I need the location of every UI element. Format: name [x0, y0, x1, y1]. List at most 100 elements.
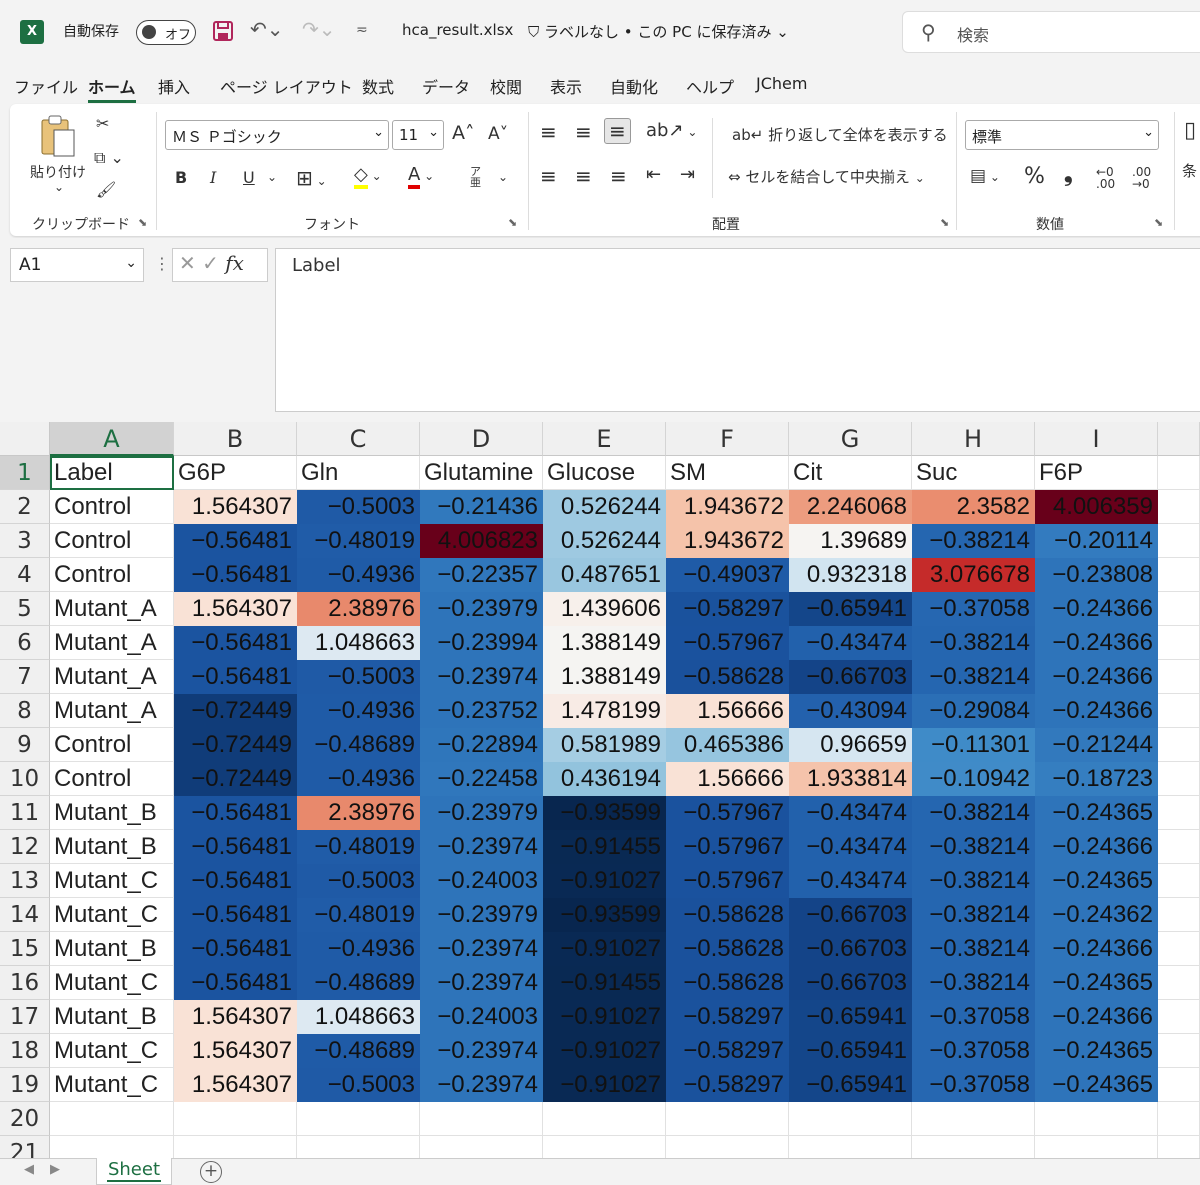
font-name-select[interactable]: ＭＳ Ｐゴシック ⌄ [165, 120, 389, 150]
tab-home[interactable]: ホーム [88, 74, 136, 103]
cell-g4[interactable]: 0.932318 [789, 558, 912, 592]
cell-b15[interactable]: −0.56481 [174, 932, 297, 966]
cell-d13[interactable]: −0.24003 [420, 864, 543, 898]
format-painter-icon[interactable]: 🖌 [96, 180, 117, 199]
cell-d6[interactable]: −0.23994 [420, 626, 543, 660]
cell-h17[interactable]: −0.37058 [912, 1000, 1035, 1034]
align-right-icon[interactable]: ≡ [610, 164, 627, 188]
column-header-a[interactable]: A [50, 422, 174, 456]
cell-f19[interactable]: −0.58297 [666, 1068, 789, 1102]
cell-h1[interactable]: Suc [912, 456, 1035, 490]
cell-blank[interactable] [1158, 456, 1200, 490]
cell-f4[interactable]: −0.49037 [666, 558, 789, 592]
phonetic-dropdown-icon[interactable]: ⌄ [498, 170, 509, 184]
cell-h6[interactable]: −0.38214 [912, 626, 1035, 660]
cell-i18[interactable]: −0.24365 [1035, 1034, 1158, 1068]
row-header-13[interactable]: 13 [0, 864, 50, 898]
cell-g16[interactable]: −0.66703 [789, 966, 912, 1000]
cell-a9[interactable]: Control [50, 728, 174, 762]
cell-g13[interactable]: −0.43474 [789, 864, 912, 898]
cell-i14[interactable]: −0.24362 [1035, 898, 1158, 932]
cell-f16[interactable]: −0.58628 [666, 966, 789, 1000]
cell-h9[interactable]: −0.11301 [912, 728, 1035, 762]
row-header-2[interactable]: 2 [0, 490, 50, 524]
cell-b1[interactable]: G6P [174, 456, 297, 490]
row-header-16[interactable]: 16 [0, 966, 50, 1000]
cell-c8[interactable]: −0.4936 [297, 694, 420, 728]
cell-d16[interactable]: −0.23974 [420, 966, 543, 1000]
cell-g17[interactable]: −0.65941 [789, 1000, 912, 1034]
cell-i13[interactable]: −0.24365 [1035, 864, 1158, 898]
cell-g12[interactable]: −0.43474 [789, 830, 912, 864]
cell-e13[interactable]: −0.91027 [543, 864, 666, 898]
cell-h16[interactable]: −0.38214 [912, 966, 1035, 1000]
cell-a1[interactable]: Label [50, 456, 174, 490]
cell-blank[interactable] [1158, 898, 1200, 932]
conditional-format-icon[interactable]: ▯ [1184, 118, 1197, 143]
cell-a3[interactable]: Control [50, 524, 174, 558]
row-header-15[interactable]: 15 [0, 932, 50, 966]
cell-blank[interactable] [1158, 626, 1200, 660]
cell-f2[interactable]: 1.943672 [666, 490, 789, 524]
cell-b13[interactable]: −0.56481 [174, 864, 297, 898]
align-left-icon[interactable]: ≡ [540, 164, 557, 188]
row-header-1[interactable]: 1 [0, 456, 50, 490]
cell-c21[interactable] [297, 1136, 420, 1158]
row-header-12[interactable]: 12 [0, 830, 50, 864]
font-size-select[interactable]: 11 ⌄ [392, 120, 444, 150]
cell-a7[interactable]: Mutant_A [50, 660, 174, 694]
enter-icon[interactable]: ✓ [202, 251, 219, 275]
decrease-indent-icon[interactable]: ⇤ [646, 164, 662, 185]
cell-h15[interactable]: −0.38214 [912, 932, 1035, 966]
cell-b20[interactable] [174, 1102, 297, 1136]
italic-button[interactable]: I [210, 168, 217, 187]
cell-g14[interactable]: −0.66703 [789, 898, 912, 932]
cell-d18[interactable]: −0.23974 [420, 1034, 543, 1068]
cell-f21[interactable] [666, 1136, 789, 1158]
cell-c9[interactable]: −0.48689 [297, 728, 420, 762]
sheet-tab[interactable]: Sheet [96, 1158, 172, 1185]
cell-blank[interactable] [1158, 932, 1200, 966]
cell-b12[interactable]: −0.56481 [174, 830, 297, 864]
accounting-format-icon[interactable]: ▤ ⌄ [970, 166, 1000, 186]
row-header-8[interactable]: 8 [0, 694, 50, 728]
cell-blank[interactable] [1158, 966, 1200, 1000]
cell-blank[interactable] [1158, 1068, 1200, 1102]
cell-i11[interactable]: −0.24365 [1035, 796, 1158, 830]
cell-i5[interactable]: −0.24366 [1035, 592, 1158, 626]
cell-d20[interactable] [420, 1102, 543, 1136]
row-header-5[interactable]: 5 [0, 592, 50, 626]
row-header-9[interactable]: 9 [0, 728, 50, 762]
undo-icon[interactable]: ↶⌄ [250, 17, 284, 41]
cell-a6[interactable]: Mutant_A [50, 626, 174, 660]
cell-i10[interactable]: −0.18723 [1035, 762, 1158, 796]
cell-h18[interactable]: −0.37058 [912, 1034, 1035, 1068]
select-all-corner[interactable] [0, 422, 50, 456]
cell-d1[interactable]: Glutamine [420, 456, 543, 490]
decrease-font-icon[interactable]: A˅ [488, 124, 509, 144]
cell-c5[interactable]: 2.38976 [297, 592, 420, 626]
cell-f15[interactable]: −0.58628 [666, 932, 789, 966]
cell-g8[interactable]: −0.43094 [789, 694, 912, 728]
cell-b3[interactable]: −0.56481 [174, 524, 297, 558]
column-header-c[interactable]: C [297, 422, 420, 456]
cell-i19[interactable]: −0.24365 [1035, 1068, 1158, 1102]
cell-f18[interactable]: −0.58297 [666, 1034, 789, 1068]
cell-f13[interactable]: −0.57967 [666, 864, 789, 898]
cell-f10[interactable]: 1.56666 [666, 762, 789, 796]
cell-h8[interactable]: −0.29084 [912, 694, 1035, 728]
conditional-format-label[interactable]: 条 [1182, 162, 1198, 180]
tab-view[interactable]: 表示 [550, 78, 583, 97]
cell-b11[interactable]: −0.56481 [174, 796, 297, 830]
cell-g6[interactable]: −0.43474 [789, 626, 912, 660]
cell-a15[interactable]: Mutant_B [50, 932, 174, 966]
cell-b19[interactable]: 1.564307 [174, 1068, 297, 1102]
number-format-select[interactable]: 標準 ⌄ [965, 120, 1159, 150]
cell-f17[interactable]: −0.58297 [666, 1000, 789, 1034]
cell-d9[interactable]: −0.22894 [420, 728, 543, 762]
cell-g10[interactable]: 1.933814 [789, 762, 912, 796]
cell-blank[interactable] [1158, 660, 1200, 694]
tab-help[interactable]: ヘルプ [686, 78, 735, 97]
cell-g2[interactable]: 2.246068 [789, 490, 912, 524]
cell-c16[interactable]: −0.48689 [297, 966, 420, 1000]
